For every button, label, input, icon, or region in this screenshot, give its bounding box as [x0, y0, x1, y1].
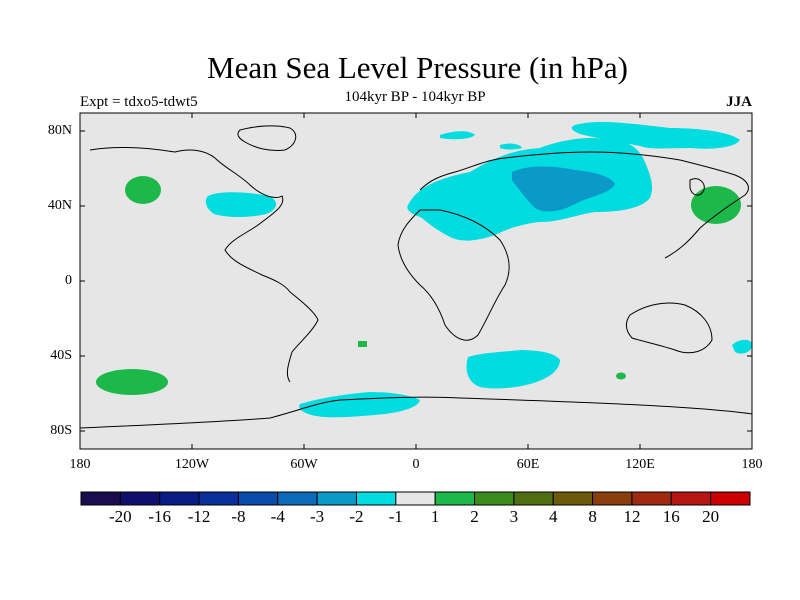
colorbar-label: -2 [349, 507, 364, 526]
coastline-japan [689, 178, 705, 196]
colorbar-swatch [277, 491, 318, 506]
lon-label-60e: 60E [516, 457, 540, 472]
colorbar-label: 20 [702, 507, 720, 526]
anomaly-positive-spacific [96, 369, 168, 395]
lon-label-180e: 180 [741, 457, 763, 472]
colorbar-label: 12 [623, 507, 641, 526]
colorbar-swatch [631, 491, 672, 506]
coastline-greenland [237, 125, 297, 151]
colorbar-label: 4 [548, 507, 558, 526]
colorbar-swatch [474, 491, 515, 506]
lon-label-180w: 180 [69, 457, 91, 472]
colorbar-swatch [198, 491, 239, 506]
anomaly-negative-central-asia [512, 166, 615, 212]
lat-label-0: 0 [65, 273, 72, 288]
lon-label-120e: 120E [625, 457, 655, 472]
anomaly-positive-satlantic [358, 341, 367, 347]
lat-label-80s: 80S [50, 423, 72, 438]
colorbar-label: 1 [430, 507, 440, 526]
colorbar-swatch [670, 491, 712, 506]
lon-label-120w: 120W [174, 457, 210, 472]
colorbar-label: 16 [662, 507, 680, 526]
colorbar-swatch [80, 491, 121, 506]
coastline-eurasia [419, 151, 749, 259]
anomaly-negative-tasman [732, 339, 752, 354]
anomaly-positive-npacific [125, 176, 161, 204]
anomaly-negative-arctic-small2 [500, 143, 522, 150]
colorbar-swatch [592, 491, 633, 506]
season-label: JJA [726, 94, 752, 110]
coastline-antarctica [80, 396, 752, 429]
lon-label-60w: 60W [290, 457, 318, 472]
map-subtitle: 104kyr BP - 104kyr BP [344, 89, 486, 105]
colorbar-label: -16 [148, 507, 172, 526]
colorbar-swatch [710, 491, 751, 506]
colorbar-label: -4 [270, 507, 285, 526]
axis-ticks [80, 113, 752, 449]
colorbar-swatch [237, 491, 279, 506]
colorbar-swatch [513, 491, 554, 506]
map-title: Mean Sea Level Pressure (in hPa) [207, 50, 628, 85]
colorbar-swatch [552, 491, 594, 506]
colorbar-label: -3 [310, 507, 325, 526]
coastline-africa [397, 209, 510, 341]
experiment-label: Expt = tdxo5-tdwt5 [80, 94, 198, 110]
anomaly-negative-sindian [466, 350, 560, 389]
colorbar-swatch [355, 491, 397, 506]
colorbar-label: 8 [588, 507, 597, 526]
anomaly-negative-arctic [571, 121, 740, 149]
colorbar-swatch [434, 491, 476, 506]
coastlines [80, 125, 752, 429]
lat-label-40n: 40N [47, 198, 72, 213]
anomaly-positive-sindian [616, 372, 626, 380]
colorbar-swatch [316, 491, 357, 506]
lat-label-40s: 40S [50, 348, 72, 363]
colorbar-label: -20 [109, 507, 132, 526]
anomaly-negative-natlantic-west [205, 192, 277, 217]
colorbar-label: -1 [388, 507, 403, 526]
lat-label-80n: 80N [47, 123, 72, 138]
colorbar-swatch [119, 491, 161, 506]
colorbar-swatch [395, 491, 436, 506]
colorbar-swatch [159, 491, 200, 506]
anomaly-positive-nwpacific [691, 186, 741, 224]
lon-label-0: 0 [412, 457, 420, 472]
colorbar-label: -12 [187, 507, 211, 526]
coastline-australia [626, 302, 713, 354]
colorbar-label: 2 [470, 507, 479, 526]
coastline-americas [89, 146, 319, 383]
colorbar-label: 3 [509, 507, 519, 526]
colorbar-label: -8 [231, 507, 246, 526]
anomaly-negative-arctic-small [440, 131, 475, 140]
